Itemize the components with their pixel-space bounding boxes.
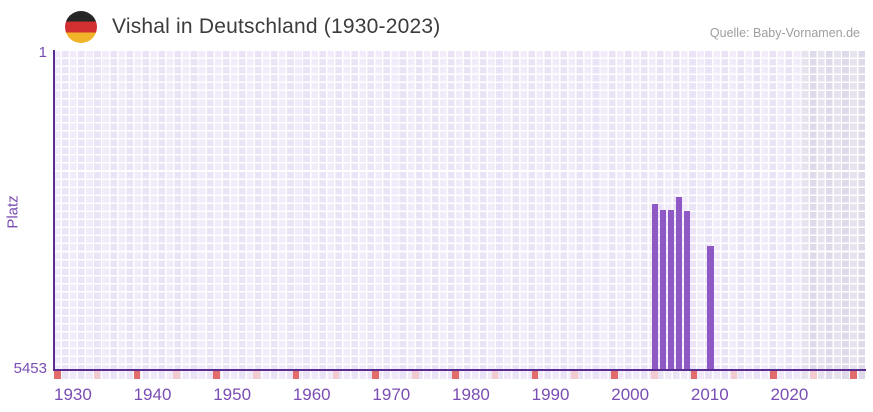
x-axis-label-2010: 2010 xyxy=(690,385,729,404)
plot-area xyxy=(54,51,866,369)
decade-tick-2030 xyxy=(850,371,857,379)
future-tick-strip xyxy=(802,371,866,379)
half-decade-tick-1965 xyxy=(332,371,340,379)
bar-year-2009 xyxy=(683,210,691,369)
bar-year-2005 xyxy=(651,203,659,369)
x-axis-line xyxy=(53,369,866,371)
bar-year-2007 xyxy=(667,209,675,369)
decade-tick-1940 xyxy=(133,371,141,379)
half-decade-tick-2015 xyxy=(730,371,738,379)
half-decade-tick-1955 xyxy=(253,371,260,379)
x-axis-label-1980: 1980 xyxy=(452,385,490,404)
x-axis-label-1990: 1990 xyxy=(531,385,570,404)
bars-layer xyxy=(54,51,866,369)
x-axis-label-2000: 2000 xyxy=(611,385,650,404)
x-axis-label-1950: 1950 xyxy=(213,385,252,404)
chart-title: Vishal in Deutschland (1930-2023) xyxy=(112,15,441,38)
decade-tick-1930 xyxy=(54,371,61,379)
x-axis-label-1930: 1930 xyxy=(54,385,92,404)
x-axis-tick-strip xyxy=(54,371,866,379)
decade-tick-1970 xyxy=(372,371,379,379)
german-flag-icon xyxy=(65,11,97,43)
x-axis-label-2020: 2020 xyxy=(770,385,809,404)
decade-tick-2020 xyxy=(770,371,778,379)
source-credit: Quelle: Baby-Vornamen.de xyxy=(709,26,860,40)
half-decade-tick-2025 xyxy=(810,371,817,379)
half-decade-tick-1945 xyxy=(173,371,180,379)
bar-year-2008 xyxy=(675,197,683,369)
decade-tick-1990 xyxy=(531,371,539,379)
half-decade-tick-1975 xyxy=(412,371,419,379)
bar-year-2006 xyxy=(659,209,667,369)
y-axis-line xyxy=(53,50,55,371)
x-axis-labels: 1930 1940 1950 1960 1970 1980 1990 2000 2010 2020 xyxy=(0,385,873,407)
decade-tick-1960 xyxy=(292,371,300,379)
half-decade-tick-1935 xyxy=(93,371,101,379)
future-years-shade xyxy=(802,51,866,369)
decade-tick-1980 xyxy=(452,371,459,379)
x-axis-label-1970: 1970 xyxy=(372,385,411,404)
y-axis-max-label: 1 xyxy=(38,44,47,61)
bar-year-2012 xyxy=(707,245,715,369)
x-axis-label-1960: 1960 xyxy=(292,385,331,404)
x-axis-label-1940: 1940 xyxy=(133,385,172,404)
half-decade-tick-1995 xyxy=(571,371,578,379)
decade-tick-2000 xyxy=(611,371,618,379)
half-decade-tick-1985 xyxy=(491,371,499,379)
decade-tick-1950 xyxy=(213,371,220,379)
y-axis-title: Platz xyxy=(4,195,22,229)
half-decade-tick-2005 xyxy=(651,371,658,379)
decade-tick-2010 xyxy=(690,371,698,379)
y-axis-min-label: 5453 xyxy=(13,360,47,377)
